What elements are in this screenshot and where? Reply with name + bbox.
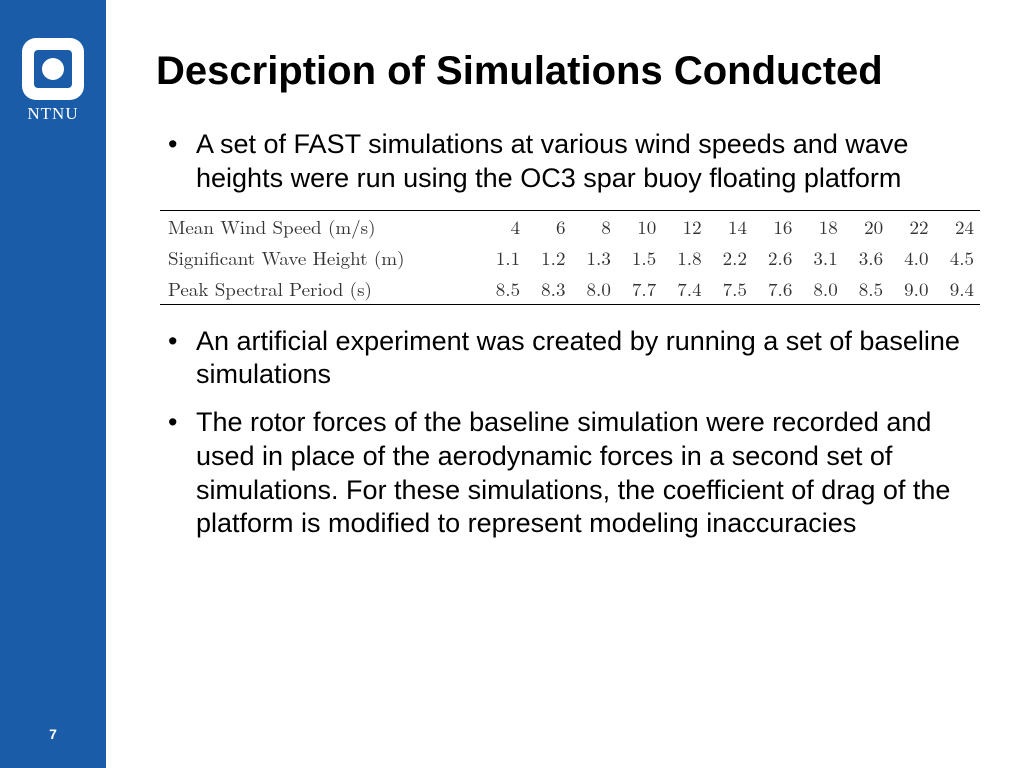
table-cell: 8.0 (798, 273, 843, 305)
table-cell: 9.0 (889, 273, 934, 305)
table-cell: 22 (889, 210, 934, 242)
table-cell: 24 (934, 210, 980, 242)
table-cell: 14 (708, 210, 753, 242)
table-cell: 10 (617, 210, 662, 242)
bullet-list-top: A set of FAST simulations at various win… (156, 128, 984, 196)
table-cell: 8 (571, 210, 616, 242)
table-cell: 7.6 (753, 273, 798, 305)
table-cell: 16 (753, 210, 798, 242)
table-cell: 2.2 (708, 242, 753, 273)
table-row: Mean Wind Speed (m/s) 4 6 8 10 12 14 16 … (160, 210, 980, 242)
table-cell: 3.1 (798, 242, 843, 273)
slide-content: Description of Simulations Conducted A s… (106, 0, 1024, 768)
row-label: Mean Wind Speed (m/s) (160, 210, 481, 242)
table-row: Peak Spectral Period (s) 8.5 8.3 8.0 7.7… (160, 273, 980, 305)
table-cell: 18 (798, 210, 843, 242)
bullet-item: The rotor forces of the baseline simulat… (156, 406, 984, 541)
table-cell: 8.5 (844, 273, 889, 305)
table-cell: 1.5 (617, 242, 662, 273)
data-table: Mean Wind Speed (m/s) 4 6 8 10 12 14 16 … (160, 210, 980, 305)
table-cell: 9.4 (934, 273, 980, 305)
table-cell: 1.8 (662, 242, 707, 273)
table-cell: 4.5 (934, 242, 980, 273)
table-cell: 8.5 (481, 273, 526, 305)
slide-title: Description of Simulations Conducted (156, 48, 984, 94)
table-cell: 4 (481, 210, 526, 242)
page-number: 7 (0, 726, 106, 742)
table-cell: 2.6 (753, 242, 798, 273)
table-cell: 20 (844, 210, 889, 242)
sidebar: NTNU 7 (0, 0, 106, 768)
row-label: Significant Wave Height (m) (160, 242, 481, 273)
simulation-table: Mean Wind Speed (m/s) 4 6 8 10 12 14 16 … (156, 210, 984, 305)
table-cell: 1.1 (481, 242, 526, 273)
table-row: Significant Wave Height (m) 1.1 1.2 1.3 … (160, 242, 980, 273)
bullet-list-bottom: An artificial experiment was created by … (156, 325, 984, 542)
row-label: Peak Spectral Period (s) (160, 273, 481, 305)
table-cell: 1.2 (526, 242, 571, 273)
org-label: NTNU (0, 104, 106, 124)
table-cell: 8.3 (526, 273, 571, 305)
table-cell: 4.0 (889, 242, 934, 273)
table-cell: 7.7 (617, 273, 662, 305)
table-cell: 7.5 (708, 273, 753, 305)
table-cell: 6 (526, 210, 571, 242)
table-cell: 8.0 (571, 273, 616, 305)
table-cell: 7.4 (662, 273, 707, 305)
table-cell: 12 (662, 210, 707, 242)
table-cell: 1.3 (571, 242, 616, 273)
bullet-item: An artificial experiment was created by … (156, 325, 984, 393)
ntnu-logo-inner (34, 50, 72, 88)
bullet-item: A set of FAST simulations at various win… (156, 128, 984, 196)
ntnu-logo-circle (42, 58, 64, 80)
table-cell: 3.6 (844, 242, 889, 273)
ntnu-logo (22, 38, 84, 100)
